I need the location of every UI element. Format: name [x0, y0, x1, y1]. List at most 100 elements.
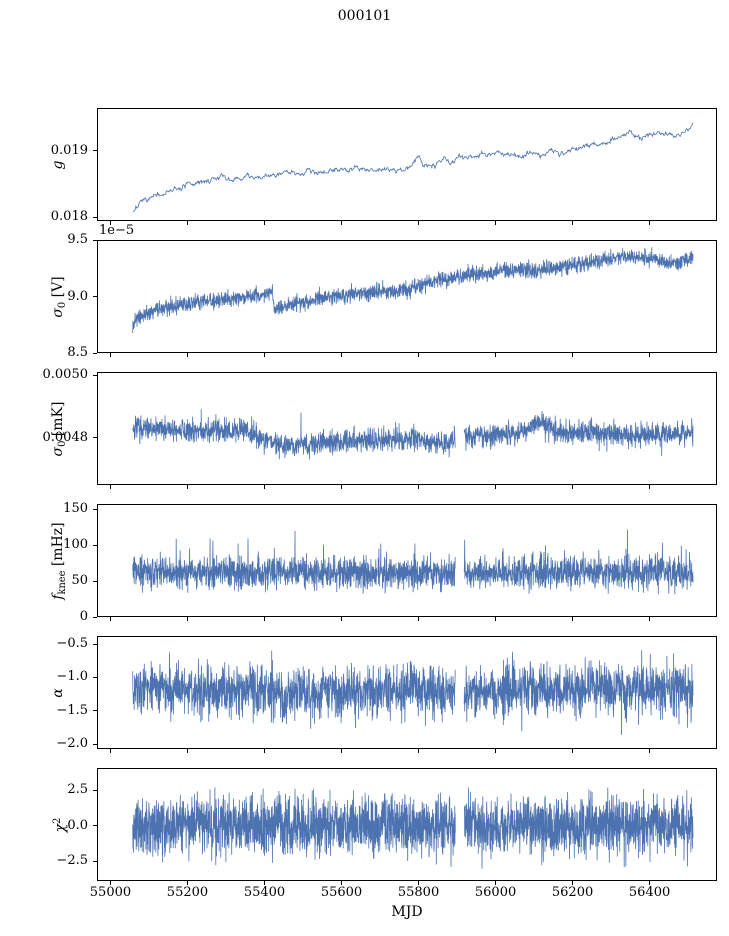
y-axis-label-part: [mHz] — [50, 521, 66, 571]
series-sigma0-V — [132, 247, 694, 334]
y-offset-text: 1e−5 — [99, 223, 135, 238]
series-chi2 — [132, 787, 694, 869]
y-axis-label-chi2: χ2 — [48, 765, 68, 885]
x-tick-mark — [109, 485, 111, 489]
x-tick-mark — [572, 485, 574, 489]
x-tick-mark — [649, 881, 651, 885]
y-axis-label-part: 0 — [56, 440, 68, 447]
y-tick-label: 0.018 — [50, 209, 88, 225]
x-tick-label: 55400 — [243, 885, 286, 900]
y-tick-label: 0 — [79, 609, 88, 624]
subplot-sigma0-V — [97, 240, 717, 353]
x-tick-mark — [649, 221, 651, 225]
x-tick-mark — [418, 221, 420, 225]
x-tick-mark — [109, 749, 111, 753]
y-tick-mark — [93, 743, 97, 745]
subplot-alpha — [97, 636, 717, 749]
x-axis-label: MJD — [391, 904, 423, 920]
y-axis-label-part: 2 — [52, 817, 63, 824]
y-tick-mark — [93, 352, 97, 354]
series-line — [132, 787, 694, 869]
y-tick-mark — [93, 789, 97, 791]
x-tick-mark — [186, 353, 188, 357]
y-axis-label-alpha: α — [48, 633, 68, 753]
x-tick-mark — [572, 221, 574, 225]
y-axis-label-part: [V] — [50, 275, 66, 302]
y-axis-label-part: [mK] — [50, 401, 66, 441]
series-sigma0-mK — [132, 409, 694, 460]
x-tick-mark — [264, 881, 265, 885]
y-axis-label-part: σ — [50, 307, 66, 318]
x-tick-mark — [264, 617, 265, 621]
y-axis-label-sigma0-mK: σ0 [mK] — [48, 369, 68, 489]
x-tick-mark — [341, 353, 343, 357]
figure-title: 000101 — [337, 8, 392, 24]
x-tick-mark — [418, 881, 420, 885]
x-tick-label: 55000 — [89, 885, 132, 900]
y-tick-mark — [93, 860, 97, 862]
x-tick-mark — [341, 221, 343, 225]
x-tick-mark — [109, 353, 111, 357]
y-axis-label-part: χ — [52, 823, 69, 832]
y-tick-mark — [93, 825, 97, 827]
y-axis-label-part: knee — [56, 570, 68, 594]
x-tick-mark — [649, 617, 651, 621]
x-tick-label: 56200 — [551, 885, 594, 900]
series-line — [132, 409, 694, 460]
x-tick-mark — [572, 617, 574, 621]
subplot-g — [97, 108, 717, 221]
x-tick-label: 55800 — [397, 885, 440, 900]
x-tick-mark — [264, 221, 265, 225]
y-tick-label: −0.5 — [56, 636, 88, 652]
y-tick-mark — [93, 437, 97, 439]
x-tick-mark — [649, 749, 651, 753]
x-tick-mark — [418, 485, 420, 489]
y-tick-mark — [93, 544, 97, 546]
series-alpha — [132, 650, 694, 736]
x-tick-mark — [186, 485, 188, 489]
x-tick-mark — [495, 353, 497, 357]
y-tick-label: 100 — [63, 537, 88, 553]
x-tick-mark — [572, 749, 574, 753]
series-line — [132, 122, 694, 213]
x-tick-mark — [109, 881, 111, 885]
y-tick-label: 9.5 — [67, 232, 88, 247]
x-tick-mark — [572, 881, 574, 885]
x-tick-mark — [572, 353, 574, 357]
x-tick-mark — [186, 749, 188, 753]
x-tick-mark — [109, 221, 111, 225]
y-axis-label-sigma0-V: σ0 [V] — [48, 237, 68, 357]
x-tick-mark — [418, 617, 420, 621]
x-tick-mark — [418, 749, 420, 753]
y-tick-mark — [93, 643, 97, 645]
x-tick-mark — [495, 221, 497, 225]
series-fknee — [132, 529, 694, 595]
x-tick-label: 55200 — [166, 885, 209, 900]
series-line — [132, 650, 694, 736]
subplot-chi2 — [97, 768, 717, 881]
x-tick-mark — [341, 485, 343, 489]
y-tick-label: 50 — [71, 573, 88, 588]
series-g — [132, 122, 694, 213]
x-tick-mark — [341, 749, 343, 753]
series-line — [132, 247, 694, 334]
y-tick-label: 2.5 — [67, 782, 88, 798]
y-tick-label: −2.0 — [56, 736, 88, 752]
y-tick-mark — [93, 150, 97, 152]
y-tick-label: −1.0 — [56, 669, 88, 685]
y-tick-mark — [93, 710, 97, 712]
y-tick-label: 0.0048 — [42, 429, 89, 445]
x-tick-mark — [186, 617, 188, 621]
y-tick-mark — [93, 676, 97, 678]
y-tick-mark — [93, 580, 97, 582]
y-tick-mark — [93, 239, 97, 241]
x-tick-mark — [495, 749, 497, 753]
subplot-sigma0-mK — [97, 372, 717, 485]
y-tick-mark — [93, 616, 97, 618]
x-tick-mark — [341, 617, 343, 621]
x-tick-mark — [495, 617, 497, 621]
series-line — [132, 529, 694, 595]
y-tick-mark — [93, 296, 97, 297]
y-axis-label-fknee: fknee [mHz] — [48, 501, 68, 621]
